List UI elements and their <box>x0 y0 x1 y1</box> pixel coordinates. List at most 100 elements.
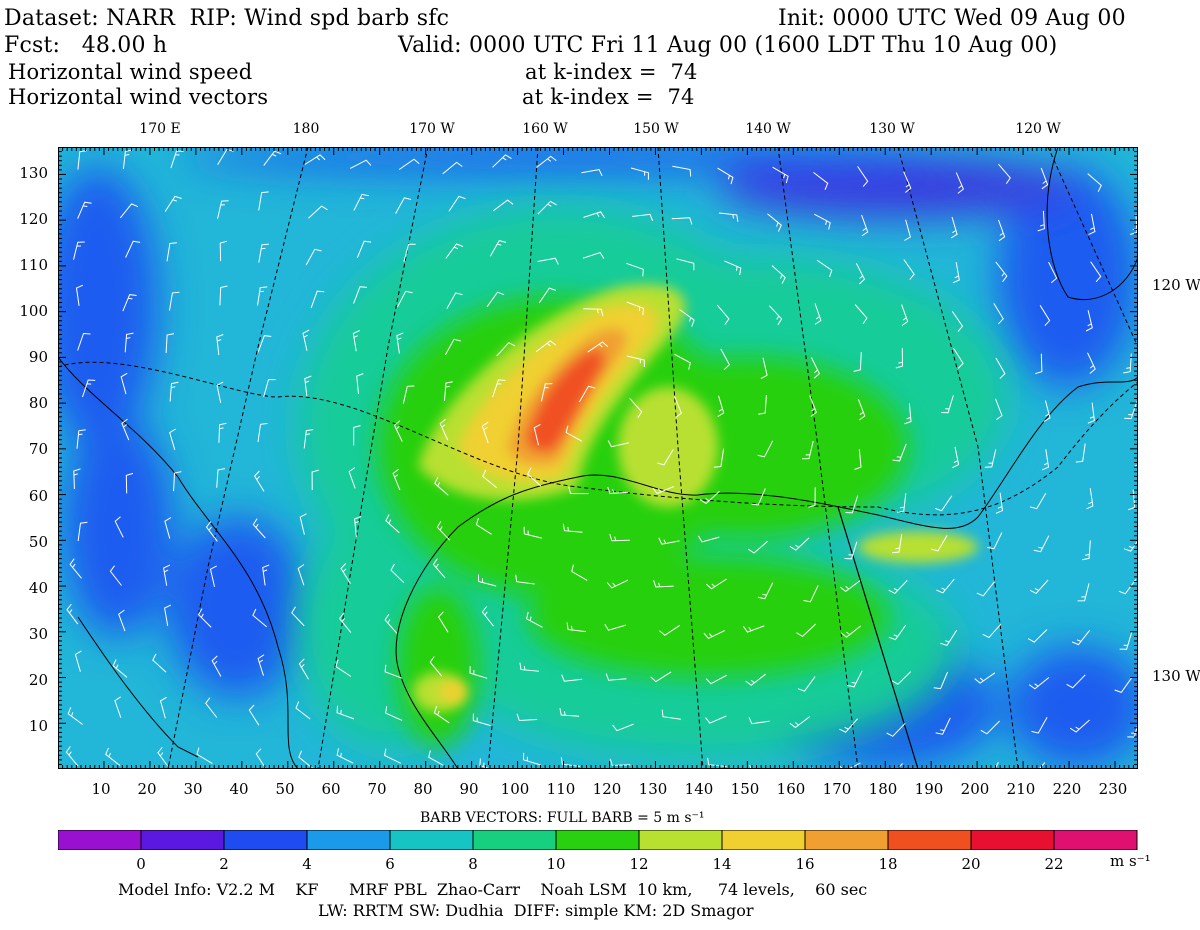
wind-barb <box>1087 173 1102 192</box>
wind-barb <box>568 486 589 495</box>
wind-barb <box>933 671 949 690</box>
wind-barb <box>1038 762 1046 769</box>
wind-barb <box>1134 464 1138 467</box>
wind-barb <box>888 624 907 641</box>
wind-barb <box>980 720 1000 735</box>
wind-barb <box>165 333 175 354</box>
wind-barb <box>216 334 224 355</box>
wind-barb <box>125 240 141 258</box>
wind-barb <box>76 429 86 449</box>
barb-vectors-title: BARB VECTORS: FULL BARB = 5 m s⁻¹ <box>420 810 705 826</box>
wind-barb <box>717 395 725 418</box>
wind-barb <box>437 611 449 633</box>
wind-barb <box>951 311 964 332</box>
wind-barb <box>813 172 829 190</box>
valid-time: Valid: 0000 UTC Fri 11 Aug 00 (1600 LDT … <box>398 33 1058 58</box>
wind-barb <box>1066 674 1086 689</box>
wind-barb <box>257 654 265 676</box>
top-lon-label: 160 W <box>522 121 568 137</box>
wind-barb <box>527 467 542 487</box>
y-tick-label: 70 <box>28 440 48 458</box>
wind-barb <box>559 708 580 717</box>
wind-barb <box>1077 583 1090 602</box>
wind-barb <box>77 201 92 219</box>
right-lon-label: 120 W <box>1152 276 1200 294</box>
wind-barb <box>299 513 307 535</box>
wind-barb <box>262 564 270 586</box>
wind-barb <box>839 718 858 733</box>
top-lon-label: 120 W <box>1015 121 1061 137</box>
wind-barb <box>448 195 466 212</box>
wind-barb <box>995 357 1006 379</box>
wind-barb <box>652 486 674 495</box>
wind-barb <box>396 290 413 308</box>
wind-barb <box>772 166 789 184</box>
wind-barb <box>650 671 672 683</box>
wind-barb <box>847 670 863 688</box>
wind-barb <box>661 709 681 720</box>
wind-barb <box>263 150 282 166</box>
wind-barb <box>445 243 464 259</box>
wind-barb <box>291 606 305 627</box>
wind-barb <box>396 332 404 354</box>
wind-barb <box>605 673 627 681</box>
y-tick-label: 130 <box>19 164 48 182</box>
wind-barb <box>252 518 266 539</box>
wind-barb <box>716 304 730 325</box>
x-tick-label: 140 <box>684 780 714 798</box>
wind-barb <box>1090 261 1102 283</box>
wind-barb <box>403 243 416 262</box>
wind-barb <box>705 674 728 685</box>
wind-barb <box>1088 213 1096 236</box>
wind-barb <box>1040 167 1049 190</box>
wind-barb <box>950 216 958 239</box>
x-tick-label: 150 <box>730 780 760 798</box>
wind-speed-map <box>58 147 1138 769</box>
wind-barb <box>303 429 314 449</box>
wind-barb <box>1029 492 1047 510</box>
colorbar-cell <box>1053 830 1138 850</box>
wind-barb <box>581 169 603 177</box>
wind-barbs <box>65 148 1138 769</box>
x-tick-label: 90 <box>459 780 479 798</box>
top-lon-label: 170 E <box>139 121 181 137</box>
wind-barb <box>164 604 172 626</box>
wind-barb <box>789 537 810 551</box>
wind-speed-field <box>58 147 1138 769</box>
colorbar <box>58 830 1138 850</box>
wind-barb <box>845 495 859 514</box>
wind-barb <box>748 717 770 725</box>
wind-barb <box>263 379 276 398</box>
wind-barb <box>717 167 734 185</box>
wind-barb <box>1069 719 1090 733</box>
x-tick-label: 10 <box>91 780 111 798</box>
wind-barb <box>253 470 265 492</box>
axis-ticks <box>58 147 1138 769</box>
wind-barb <box>757 440 774 458</box>
x-tick-label: 130 <box>638 780 668 798</box>
wind-barb <box>626 262 644 277</box>
wind-barb <box>653 580 674 588</box>
top-lon-label: 150 W <box>633 121 679 137</box>
colorbar-label: 2 <box>219 855 229 873</box>
wind-barb <box>74 650 82 672</box>
wind-barb <box>446 292 463 309</box>
wind-barb <box>1087 352 1096 374</box>
colorbar-label: 22 <box>1044 855 1064 873</box>
colorbar-cell <box>389 830 474 850</box>
wind-barb <box>857 166 869 187</box>
colorbar-label: 0 <box>136 855 146 873</box>
wind-barb <box>1086 488 1094 510</box>
wind-barb <box>482 469 498 489</box>
wind-barb <box>77 150 87 170</box>
wind-barb <box>659 624 681 636</box>
wind-barb <box>674 353 691 370</box>
y-tick-label: 50 <box>28 533 48 551</box>
wind-barb <box>934 495 953 512</box>
wind-barb <box>540 383 553 402</box>
wind-barb <box>429 656 443 677</box>
wind-barb <box>152 653 167 673</box>
wind-barb <box>699 491 720 505</box>
wind-barb <box>257 423 268 443</box>
wind-barb <box>217 148 234 166</box>
